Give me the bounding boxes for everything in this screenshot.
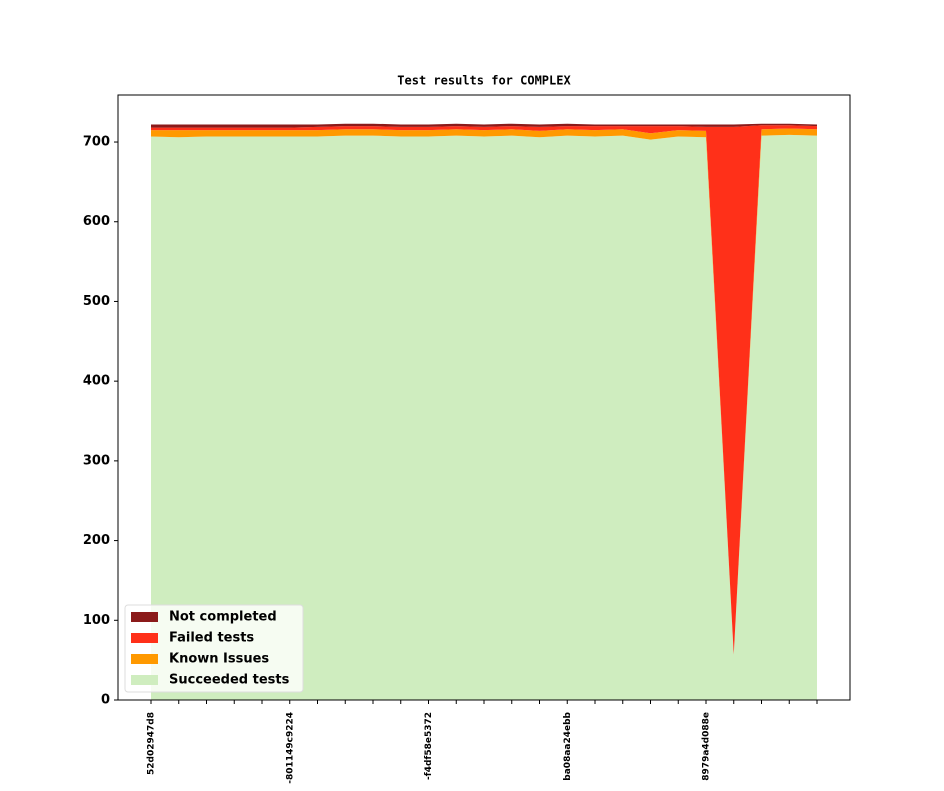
legend-swatch: [131, 654, 158, 664]
area: [151, 125, 817, 655]
y-tick-label: 200: [83, 533, 110, 548]
y-tick-label: 400: [83, 374, 110, 389]
legend-label: Known Issues: [169, 652, 269, 667]
x-tick-label: -801149c9224: [285, 712, 295, 784]
legend-swatch: [131, 612, 158, 622]
x-tick-label: 52d02947d8: [147, 712, 157, 775]
y-tick-label: 100: [83, 613, 110, 628]
x-tick-label: ba08aa24ebb: [563, 711, 573, 780]
x-tick-label: 8979a4d088e: [702, 712, 712, 781]
legend-swatch: [131, 633, 158, 643]
chart-title: Test results for COMPLEX: [397, 74, 571, 88]
area: [151, 134, 817, 700]
y-tick-label: 500: [83, 294, 110, 309]
area: [151, 123, 817, 128]
legend-label: Succeeded tests: [169, 673, 290, 688]
x-tick-label: -f4df58e5372: [424, 712, 434, 780]
legend-label: Failed tests: [169, 631, 254, 646]
y-tick-label: 300: [83, 453, 110, 468]
y-tick-label: 700: [83, 135, 110, 150]
legend-box: [124, 604, 304, 693]
y-tick-label: 0: [101, 693, 110, 708]
legend: Not completed Failed tests Known Issues Suc…: [124, 604, 304, 693]
y-tick-label: 600: [83, 214, 110, 229]
legend-swatch: [131, 675, 158, 685]
legend-label: Not completed: [169, 610, 277, 625]
